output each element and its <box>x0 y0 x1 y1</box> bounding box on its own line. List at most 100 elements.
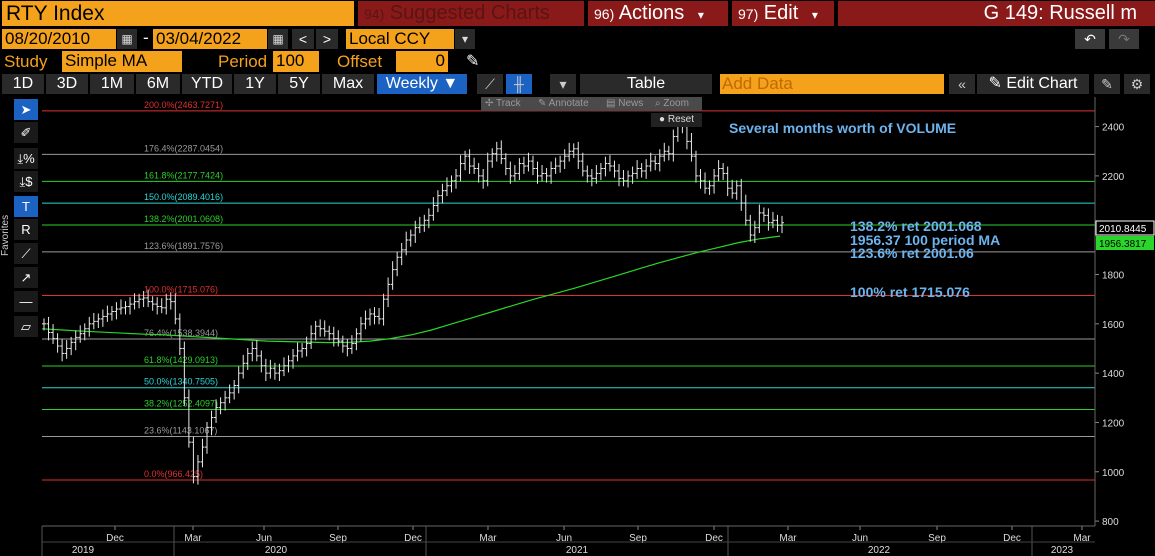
add-data-input[interactable]: Add Data <box>720 74 944 94</box>
chart-overlay-toolbar: ✢ Track ✎ Annotate ▤ News ⌕ Zoom <box>481 97 702 111</box>
track-button[interactable]: ✢ Track <box>485 97 521 111</box>
x-tick-label: Sep <box>928 533 946 544</box>
tab-ytd[interactable]: YTD <box>182 74 232 94</box>
period-toolbar: 1D 3D 1M 6M YTD 1Y 5Y Max Weekly ▼ ⟋ ╫ ▾… <box>0 73 1155 95</box>
x-year-label: 2022 <box>868 545 891 556</box>
track-label: Track <box>495 98 521 109</box>
news-button[interactable]: ▤ News <box>606 97 643 111</box>
magnifier-icon: ⌕ <box>655 98 664 109</box>
percent-change-icon[interactable]: ⤓% <box>14 148 38 169</box>
x-year-label: 2021 <box>566 545 589 556</box>
actions-number: 96) <box>594 6 615 22</box>
fib-label: 38.2%(1252.4097) <box>144 399 218 409</box>
pointer-icon[interactable]: ➤ <box>14 99 38 120</box>
range-dash: - <box>143 28 149 47</box>
tab-1m[interactable]: 1M <box>90 74 134 94</box>
calendar-icon[interactable]: ▦ <box>117 29 137 49</box>
table-button[interactable]: Table <box>580 74 712 94</box>
edit-layout-icon[interactable]: ✎ <box>1094 74 1120 94</box>
line-chart-icon[interactable]: ⟋ <box>477 74 503 94</box>
redo-icon[interactable]: ↷ <box>1109 29 1139 49</box>
y-tick-label: 2400 <box>1102 123 1125 134</box>
next-arrow-icon[interactable]: > <box>316 29 338 49</box>
study-type-input[interactable]: Simple MA <box>62 51 182 72</box>
annotation-icon[interactable]: T <box>14 196 38 217</box>
y-tick-label: 1800 <box>1102 271 1125 282</box>
fib-label: 150.0%(2089.4016) <box>144 192 223 202</box>
annotate-button[interactable]: ✎ Annotate <box>538 97 589 111</box>
draw-line-icon[interactable]: ✐ <box>14 122 38 143</box>
tab-5y[interactable]: 5Y <box>278 74 320 94</box>
trendline-icon[interactable]: ⟋ <box>14 243 38 264</box>
annotation-100-ret: 100% ret 1715.076 <box>850 284 970 300</box>
x-tick-label: Mar <box>779 533 797 544</box>
period-input[interactable]: 100 <box>273 51 319 72</box>
annotation-volume: Several months worth of VOLUME <box>729 120 956 136</box>
gear-icon[interactable]: ⚙ <box>1124 74 1150 94</box>
title-bar: RTY Index 94) Suggested Charts 96) Actio… <box>0 0 1155 27</box>
caret-down-icon: ▾ <box>811 8 818 22</box>
tab-max[interactable]: Max <box>322 74 374 94</box>
price-bars <box>42 113 784 485</box>
end-date-input[interactable]: 03/04/2022 <box>153 29 267 49</box>
actions-menu[interactable]: 96) Actions ▾ <box>588 1 728 26</box>
tab-6m[interactable]: 6M <box>136 74 180 94</box>
screen-title: G 149: Russell m <box>838 1 1155 26</box>
last-price-tag <box>1095 220 1155 236</box>
y-tick-label: 1600 <box>1102 320 1125 331</box>
price-tags: 2010.8445 1956.3817 <box>1095 220 1155 250</box>
annotation-ma: 1956.37 100 period MA <box>850 232 1000 248</box>
news-icon: ▤ <box>606 98 619 109</box>
study-label: Study <box>4 52 48 71</box>
edit-menu[interactable]: 97) Edit ▾ <box>732 1 834 26</box>
currency-dropdown-icon[interactable]: ▾ <box>455 29 475 49</box>
ray-line-icon[interactable]: ↗ <box>14 267 38 288</box>
x-tick-label: Dec <box>106 533 124 544</box>
horizontal-line-icon[interactable]: — <box>14 291 38 312</box>
reset-icon: ● <box>659 114 668 125</box>
start-date-input[interactable]: 08/20/2010 <box>2 29 116 49</box>
annotate-label: Annotate <box>548 98 589 109</box>
actions-label: Actions <box>618 2 685 24</box>
caret-down-icon: ▾ <box>697 8 704 22</box>
bar-chart-icon[interactable]: ╫ <box>506 74 532 94</box>
offset-label: Offset <box>337 52 383 71</box>
tab-1y[interactable]: 1Y <box>234 74 276 94</box>
channel-icon[interactable]: ▱ <box>14 316 38 337</box>
zoom-button[interactable]: ⌕ Zoom <box>655 97 689 111</box>
edit-chart-button[interactable]: ✎ Edit Chart <box>977 74 1089 94</box>
fib-label: 61.8%(1429.0913) <box>144 355 218 365</box>
calendar-icon[interactable]: ▦ <box>268 29 288 49</box>
edit-label: Edit <box>763 2 799 24</box>
x-axis: Dec Mar Jun Sep Dec Mar Jun Sep Dec Mar Jun Sep Dec M… <box>41 526 1091 556</box>
currency-select[interactable]: Local CCY <box>346 29 454 49</box>
fib-label: 138.2%(2001.0608) <box>144 214 223 224</box>
tab-3d[interactable]: 3D <box>46 74 88 94</box>
y-axis: 80010001200140016001800200022002400 <box>1095 123 1125 528</box>
tab-1d[interactable]: 1D <box>2 74 44 94</box>
edit-number: 97) <box>738 6 759 22</box>
x-tick-label: Jun <box>256 533 272 544</box>
frequency-select[interactable]: Weekly ▼ <box>377 74 467 94</box>
reset-button[interactable]: ● Reset <box>651 113 702 127</box>
fib-label: 161.8%(2177.7424) <box>144 170 223 180</box>
x-tick-label: Mar <box>1073 533 1091 544</box>
crosshair-icon: ✢ <box>485 98 496 109</box>
pencil-icon[interactable]: ✎ <box>466 53 480 70</box>
x-tick-label: Dec <box>404 533 422 544</box>
y-tick-label: 1000 <box>1102 468 1125 479</box>
chart-type-dropdown-icon[interactable]: ▾ <box>550 74 576 94</box>
moving-average <box>41 235 781 344</box>
prev-arrow-icon[interactable]: < <box>292 29 314 49</box>
offset-input[interactable]: 0 <box>396 51 448 72</box>
undo-icon[interactable]: ↶ <box>1075 29 1105 49</box>
regression-icon[interactable]: R <box>14 219 38 240</box>
collapse-icon[interactable]: « <box>949 74 975 94</box>
dollar-change-icon[interactable]: ⤓$ <box>14 171 38 192</box>
suggested-charts-menu[interactable]: 94) Suggested Charts <box>358 1 584 26</box>
x-tick-label: Mar <box>184 533 202 544</box>
ticker-field[interactable]: RTY Index <box>2 1 354 26</box>
annotation-123-ret: 123.6% ret 2001.06 <box>850 245 974 261</box>
ma-line <box>41 235 781 344</box>
